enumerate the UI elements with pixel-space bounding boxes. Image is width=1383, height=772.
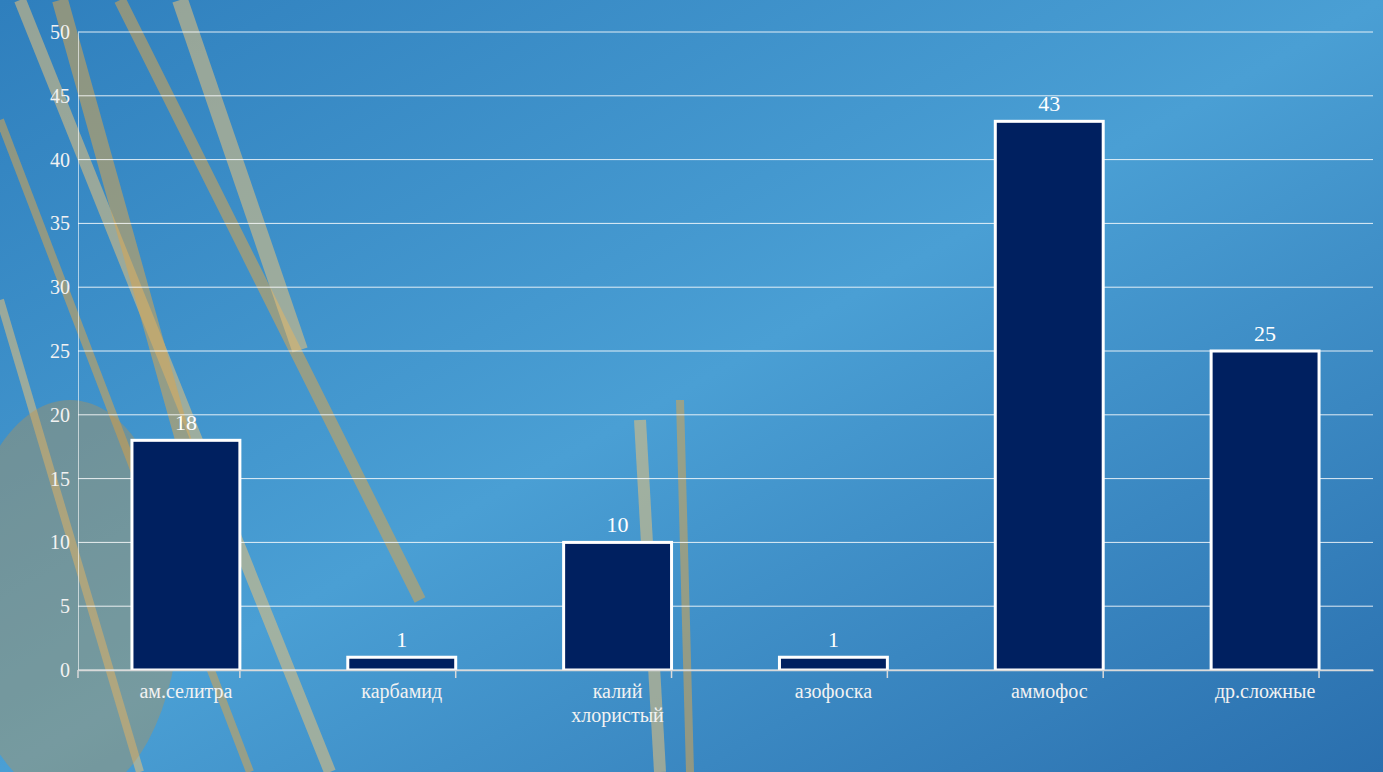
y-tick: 25 <box>50 340 78 362</box>
grid-line <box>78 542 1373 543</box>
data-label: 18 <box>175 410 197 435</box>
y-tick-label: 0 <box>60 659 70 681</box>
y-tick-label: 40 <box>50 149 70 171</box>
wheat-stalk <box>180 0 300 350</box>
data-label: 1 <box>396 627 407 652</box>
grid-line <box>78 414 1373 415</box>
bars <box>132 121 1319 670</box>
bar <box>995 121 1103 670</box>
y-tick-label: 5 <box>60 595 70 617</box>
bar <box>564 542 672 670</box>
y-axis-line <box>78 33 79 671</box>
grid-line <box>78 159 1373 160</box>
x-tick-label: карбамид <box>361 680 442 703</box>
x-tick: аммофос <box>1011 670 1088 703</box>
data-label: 25 <box>1254 321 1276 346</box>
x-tick-label: аммофос <box>1011 680 1088 703</box>
y-tick-label: 25 <box>50 340 70 362</box>
grid-line <box>78 223 1373 224</box>
y-tick-label: 30 <box>50 276 70 298</box>
y-tick-label: 20 <box>50 404 70 426</box>
data-label: 10 <box>607 512 629 537</box>
y-tick: 40 <box>50 149 78 171</box>
x-tick: ам.селитра <box>139 670 232 703</box>
chart: 0 5 10 15 20 25 30 35 40 45 50 ам.селитра карбамид ка… <box>0 0 1383 772</box>
x-tick-label: др.сложные <box>1215 680 1315 703</box>
category-separator <box>887 670 889 678</box>
bar <box>348 657 456 670</box>
x-tick: др.сложные <box>1215 670 1315 703</box>
y-tick: 50 <box>50 21 78 43</box>
grid-line <box>78 32 1373 33</box>
grid-line <box>78 670 1373 671</box>
grid <box>78 32 1373 670</box>
y-tick: 35 <box>50 212 78 234</box>
bar <box>779 657 887 670</box>
y-tick: 30 <box>50 276 78 298</box>
x-tick-label: калийхлористый <box>571 680 664 727</box>
wheat-stalk <box>680 400 690 772</box>
x-axis: ам.селитра карбамид калийхлористый азофоска… <box>78 670 1374 727</box>
grid-line <box>78 95 1373 96</box>
x-tick: азофоска <box>795 670 872 703</box>
category-separator <box>455 670 457 678</box>
plot: 0 5 10 15 20 25 30 35 40 45 50 ам.селитра карбамид ка… <box>50 21 1374 727</box>
y-tick: 5 <box>60 595 78 617</box>
wheat-decoration <box>0 0 690 772</box>
grid-line <box>78 287 1373 288</box>
y-axis: 0 5 10 15 20 25 30 35 40 45 50 <box>50 21 79 681</box>
bar <box>132 440 240 670</box>
grid-line <box>78 478 1373 479</box>
y-tick: 0 <box>60 659 78 681</box>
x-axis-line <box>79 670 1374 672</box>
y-tick: 15 <box>50 468 78 490</box>
y-tick: 45 <box>50 85 78 107</box>
grid-line <box>78 351 1373 352</box>
category-separator <box>77 670 79 678</box>
y-tick-label: 45 <box>50 85 70 107</box>
data-label: 43 <box>1038 91 1060 116</box>
grid-line <box>78 606 1373 607</box>
y-tick: 20 <box>50 404 78 426</box>
category-separator <box>1318 670 1320 678</box>
category-separator <box>1102 670 1104 678</box>
category-separator <box>671 670 673 678</box>
x-tick: калийхлористый <box>571 670 664 727</box>
x-tick-label: ам.селитра <box>139 680 232 703</box>
y-tick-label: 15 <box>50 468 70 490</box>
y-tick-label: 10 <box>50 531 70 553</box>
data-label: 1 <box>828 627 839 652</box>
background <box>0 0 1383 772</box>
data-labels: 18 1 10 1 43 25 <box>175 91 1276 652</box>
y-tick: 10 <box>50 531 78 553</box>
x-tick-label: азофоска <box>795 680 872 703</box>
y-tick-label: 50 <box>50 21 70 43</box>
x-tick: карбамид <box>361 670 442 703</box>
category-separator <box>239 670 241 678</box>
bar <box>1211 351 1319 670</box>
y-tick-label: 35 <box>50 212 70 234</box>
